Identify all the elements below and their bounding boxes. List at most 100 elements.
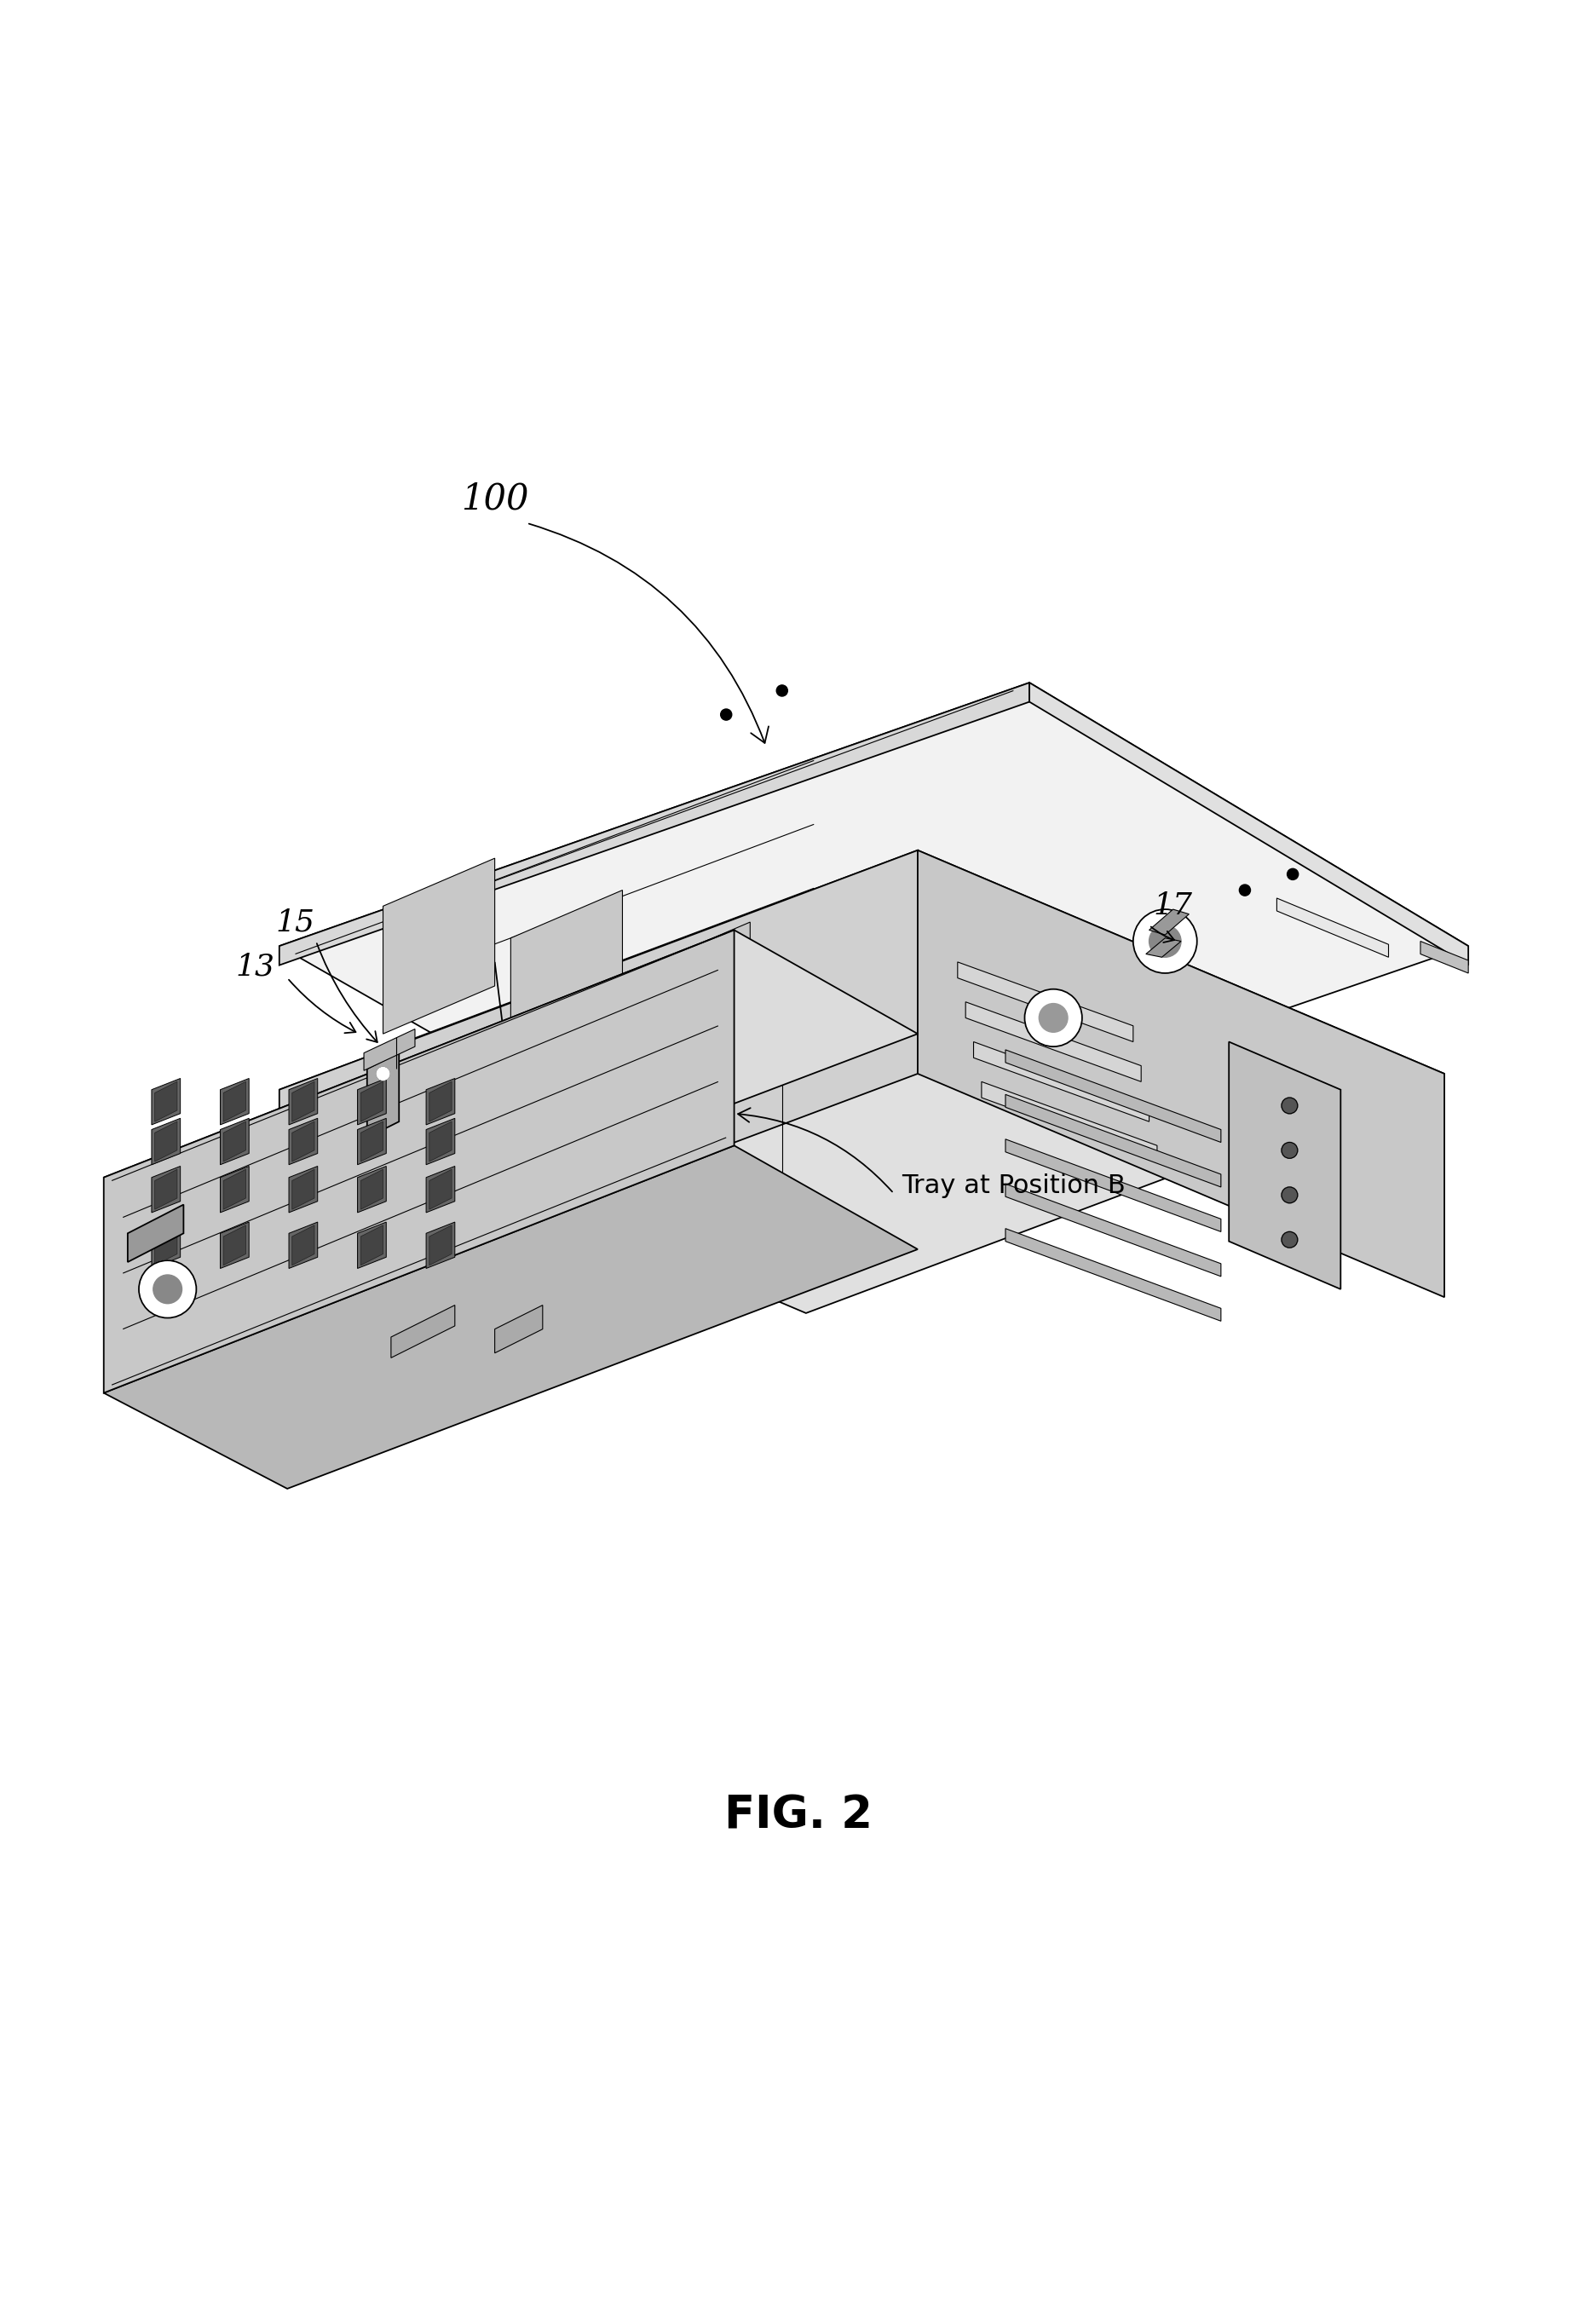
FancyArrowPatch shape	[528, 523, 769, 743]
Circle shape	[1282, 1099, 1298, 1113]
Polygon shape	[104, 929, 734, 1394]
Polygon shape	[155, 1083, 177, 1122]
Polygon shape	[1420, 941, 1468, 973]
Polygon shape	[289, 1222, 318, 1268]
Polygon shape	[223, 1083, 246, 1122]
Polygon shape	[152, 1078, 180, 1124]
Polygon shape	[289, 1166, 318, 1213]
Polygon shape	[361, 1224, 383, 1266]
Polygon shape	[220, 1222, 249, 1268]
Text: Tray at Position B: Tray at Position B	[902, 1173, 1125, 1199]
Polygon shape	[361, 1083, 383, 1122]
Polygon shape	[358, 1117, 386, 1164]
Polygon shape	[638, 922, 750, 1099]
Polygon shape	[223, 1122, 246, 1162]
Circle shape	[1286, 869, 1299, 880]
Text: 13: 13	[236, 952, 275, 980]
Circle shape	[776, 685, 788, 697]
Polygon shape	[383, 857, 495, 1034]
Circle shape	[1149, 925, 1181, 957]
Polygon shape	[152, 1166, 180, 1213]
Polygon shape	[1149, 908, 1189, 934]
Polygon shape	[1029, 683, 1468, 964]
Polygon shape	[292, 1083, 314, 1122]
FancyArrowPatch shape	[1151, 927, 1175, 943]
Polygon shape	[426, 1117, 455, 1164]
Circle shape	[1238, 885, 1251, 897]
Polygon shape	[982, 1083, 1157, 1162]
Circle shape	[1282, 1187, 1298, 1203]
Polygon shape	[1146, 938, 1181, 957]
Polygon shape	[1005, 1185, 1221, 1275]
FancyArrowPatch shape	[737, 1108, 892, 1192]
Polygon shape	[966, 1001, 1141, 1083]
Polygon shape	[155, 1168, 177, 1210]
Polygon shape	[495, 1306, 543, 1352]
Circle shape	[1039, 1004, 1068, 1031]
Polygon shape	[292, 1122, 314, 1162]
Text: 17: 17	[1154, 892, 1192, 920]
Polygon shape	[289, 1117, 318, 1164]
Polygon shape	[220, 1166, 249, 1213]
Polygon shape	[104, 929, 918, 1273]
Polygon shape	[289, 1078, 318, 1124]
Text: 15: 15	[276, 908, 314, 936]
Polygon shape	[361, 1168, 383, 1210]
Polygon shape	[152, 1222, 180, 1268]
Polygon shape	[958, 962, 1133, 1041]
Polygon shape	[220, 1078, 249, 1124]
Polygon shape	[104, 1145, 918, 1489]
Polygon shape	[918, 850, 1444, 1296]
Polygon shape	[1005, 1050, 1221, 1143]
Polygon shape	[279, 683, 1468, 1201]
Polygon shape	[1005, 1138, 1221, 1231]
Polygon shape	[429, 1224, 452, 1266]
Polygon shape	[279, 850, 1444, 1312]
Circle shape	[1282, 1231, 1298, 1247]
Polygon shape	[426, 1166, 455, 1213]
Polygon shape	[429, 1122, 452, 1162]
Circle shape	[1282, 1143, 1298, 1159]
Polygon shape	[223, 1168, 246, 1210]
Polygon shape	[364, 1029, 415, 1071]
Circle shape	[1282, 1231, 1298, 1247]
Polygon shape	[1229, 1041, 1341, 1289]
Polygon shape	[220, 1117, 249, 1164]
Circle shape	[1133, 908, 1197, 973]
Polygon shape	[1005, 1094, 1221, 1187]
Circle shape	[1282, 1231, 1298, 1247]
Circle shape	[1282, 1143, 1298, 1159]
Polygon shape	[152, 1117, 180, 1164]
Polygon shape	[367, 1052, 399, 1138]
Circle shape	[1282, 1187, 1298, 1203]
Polygon shape	[391, 1306, 455, 1359]
Circle shape	[1025, 990, 1082, 1048]
Polygon shape	[429, 1083, 452, 1122]
Circle shape	[377, 1066, 389, 1080]
Polygon shape	[974, 1041, 1149, 1122]
Polygon shape	[426, 1078, 455, 1124]
Polygon shape	[511, 890, 622, 1066]
Circle shape	[153, 1275, 182, 1303]
Polygon shape	[358, 1078, 386, 1124]
Polygon shape	[223, 1224, 246, 1266]
Circle shape	[1282, 1187, 1298, 1203]
Circle shape	[1282, 1099, 1298, 1113]
Polygon shape	[155, 1224, 177, 1266]
Polygon shape	[128, 1206, 184, 1261]
Polygon shape	[279, 683, 1029, 964]
Polygon shape	[292, 1224, 314, 1266]
Polygon shape	[358, 1222, 386, 1268]
Polygon shape	[292, 1168, 314, 1210]
Text: FIG. 2: FIG. 2	[725, 1793, 871, 1837]
Circle shape	[139, 1261, 196, 1317]
Circle shape	[1282, 1099, 1298, 1113]
Circle shape	[720, 709, 731, 720]
Polygon shape	[279, 850, 918, 1312]
Circle shape	[1282, 1143, 1298, 1159]
Polygon shape	[429, 1168, 452, 1210]
Polygon shape	[358, 1166, 386, 1213]
Circle shape	[377, 1066, 389, 1080]
Polygon shape	[155, 1122, 177, 1162]
Polygon shape	[361, 1122, 383, 1162]
